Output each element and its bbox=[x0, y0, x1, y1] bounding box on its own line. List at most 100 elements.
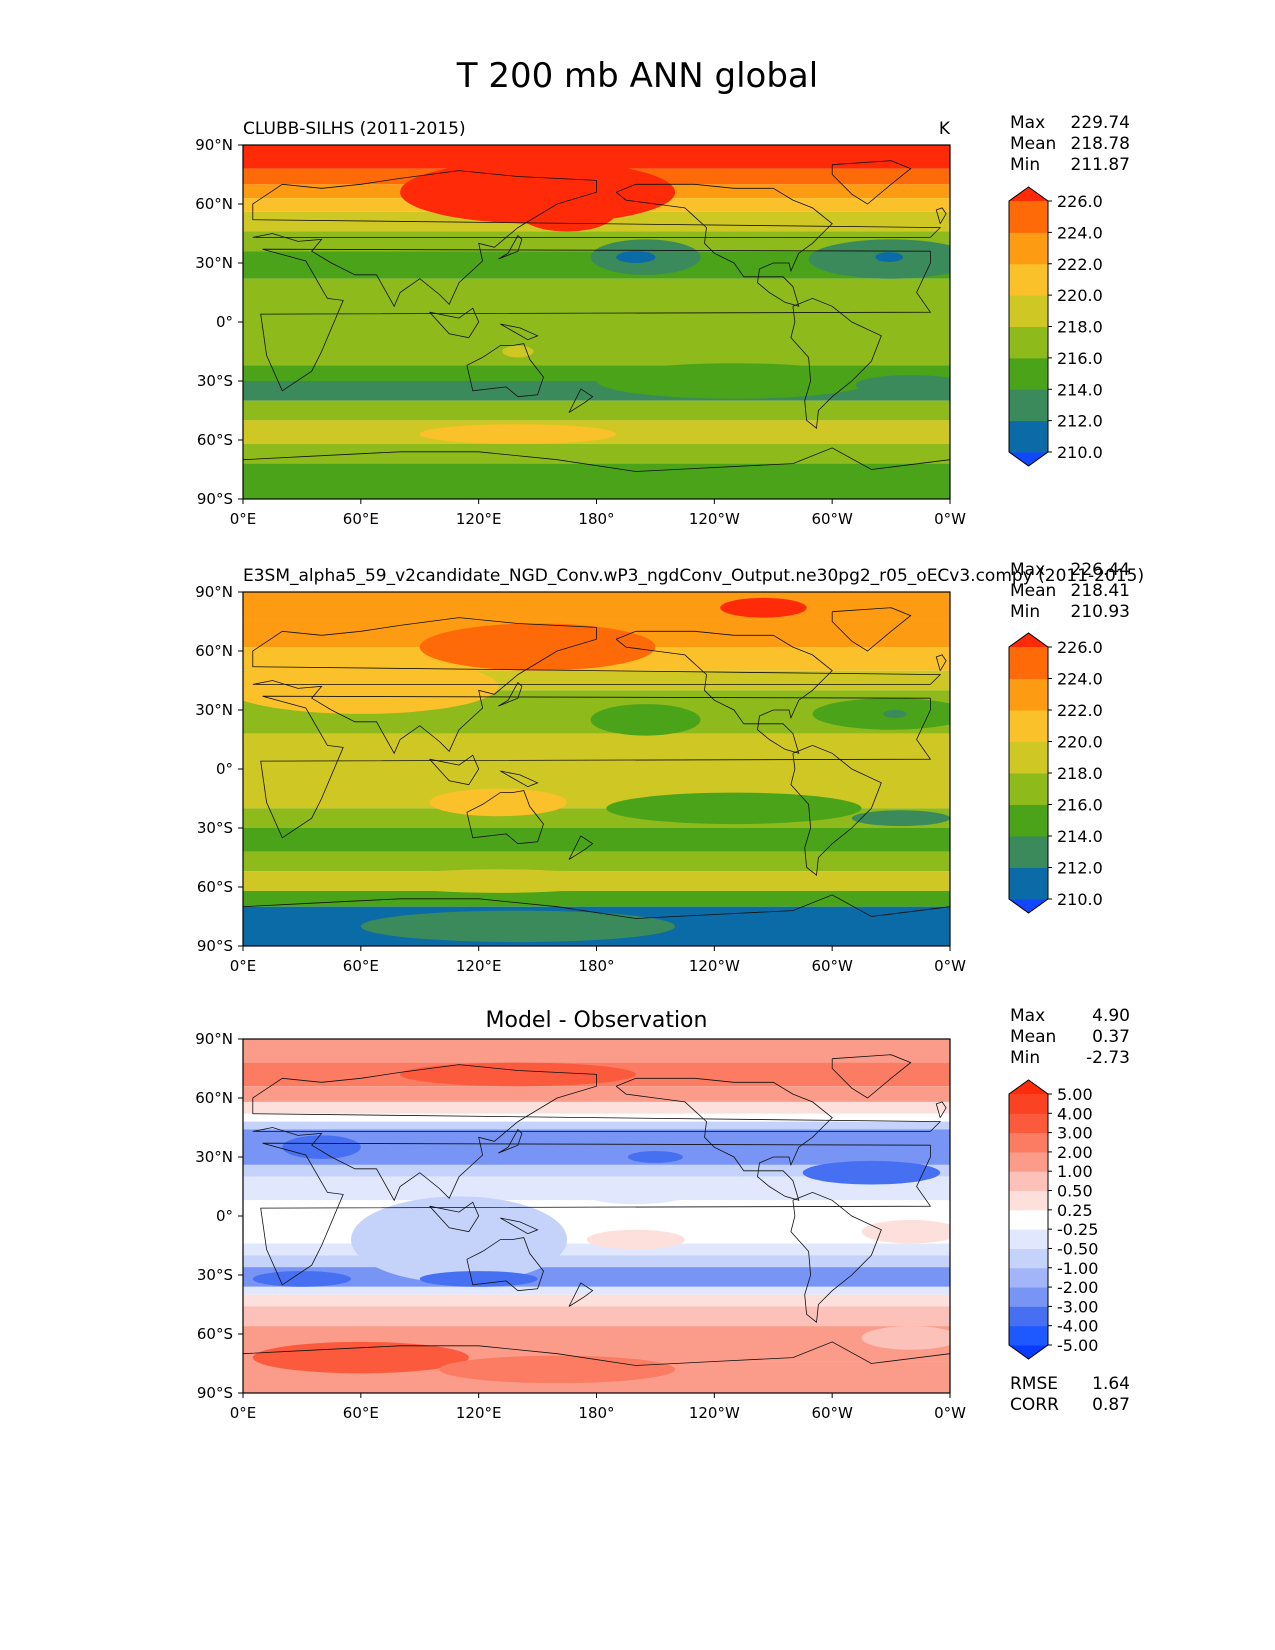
colorbar-label: 218.0 bbox=[1057, 318, 1103, 337]
colorbar-segment bbox=[1009, 647, 1048, 679]
stat-label: Mean bbox=[1010, 134, 1056, 154]
colorbar-extend-high bbox=[1009, 1080, 1048, 1094]
stat-value: 218.41 bbox=[1071, 581, 1130, 601]
coastline bbox=[831, 1054, 912, 1099]
coastline bbox=[498, 681, 523, 707]
x-tick-label: 60°W bbox=[811, 510, 853, 528]
stat-label: Max bbox=[1010, 560, 1045, 580]
y-tick-label: 90°S bbox=[197, 1384, 233, 1402]
contour-region bbox=[720, 597, 807, 618]
colorbar-segment bbox=[1009, 773, 1048, 805]
stat-value: 211.87 bbox=[1071, 155, 1130, 175]
coastline bbox=[935, 654, 947, 671]
map-panel-test: 0°E 60°E 120°E 180° 120°W 60°W 0°W 90°N 60°N 30°N… bbox=[195, 113, 1130, 528]
colorbar-label: 4.00 bbox=[1057, 1104, 1093, 1123]
colorbar-segment bbox=[1009, 741, 1048, 774]
contour-region bbox=[596, 363, 872, 399]
colorbar-label: 224.0 bbox=[1057, 670, 1103, 689]
stat-value: 0.37 bbox=[1092, 1027, 1130, 1047]
contour-band bbox=[243, 1306, 950, 1327]
contour-region bbox=[883, 710, 907, 718]
colorbar-segment bbox=[1009, 389, 1048, 422]
colorbar-label: 226.0 bbox=[1057, 192, 1103, 211]
colorbar-label: 226.0 bbox=[1057, 638, 1103, 657]
x-tick-label: 60°E bbox=[343, 510, 379, 528]
contour-region bbox=[851, 810, 950, 827]
contour-region bbox=[351, 1196, 568, 1283]
contour-region bbox=[252, 1271, 352, 1287]
y-tick-label: 0° bbox=[216, 313, 233, 331]
x-tick-label: 60°E bbox=[343, 957, 379, 975]
y-tick-label: 60°S bbox=[197, 431, 233, 449]
contour-region bbox=[606, 792, 862, 825]
colorbar-segment bbox=[1009, 867, 1048, 900]
colorbar-label: -0.25 bbox=[1057, 1220, 1098, 1239]
x-tick-label: 120°E bbox=[456, 957, 502, 975]
coastline bbox=[790, 297, 882, 429]
coastline bbox=[831, 607, 912, 652]
contour-band bbox=[243, 231, 950, 252]
coastline bbox=[466, 790, 544, 845]
colorbar-label: 214.0 bbox=[1057, 827, 1103, 846]
contour-region bbox=[380, 869, 617, 893]
contour-region bbox=[855, 375, 950, 395]
coastline bbox=[466, 343, 544, 398]
coastline bbox=[935, 1101, 947, 1118]
y-tick-label: 60°N bbox=[195, 642, 233, 660]
colorbar-segment bbox=[1009, 1132, 1048, 1153]
x-tick-label: 120°E bbox=[456, 1404, 502, 1422]
colorbar-label: 0.50 bbox=[1057, 1182, 1093, 1201]
x-tick-label: 0°E bbox=[230, 957, 257, 975]
y-tick-label: 60°S bbox=[197, 1325, 233, 1343]
coastline bbox=[243, 447, 950, 472]
contour-region bbox=[400, 1062, 636, 1087]
panel-title: E3SM_alpha5_59_v2candidate_NGD_Conv.wP3_… bbox=[243, 566, 1144, 586]
colorbar-label: -2.00 bbox=[1057, 1278, 1098, 1297]
y-tick-label: 30°N bbox=[195, 1148, 233, 1166]
y-tick-label: 90°N bbox=[195, 1030, 233, 1048]
colorbar-label: 224.0 bbox=[1057, 223, 1103, 242]
stat-value: -2.73 bbox=[1086, 1048, 1130, 1068]
x-tick-label: 0°E bbox=[230, 510, 257, 528]
coastline bbox=[568, 835, 594, 860]
stat-label: Mean bbox=[1010, 1027, 1056, 1047]
colorbar-label: 210.0 bbox=[1057, 443, 1103, 462]
colorbar-label: 216.0 bbox=[1057, 349, 1103, 368]
stat-label: Max bbox=[1010, 1006, 1045, 1026]
colorbar-segment bbox=[1009, 1306, 1048, 1327]
colorbar-extend-low bbox=[1009, 1345, 1048, 1359]
coastline bbox=[935, 207, 947, 224]
contour-region bbox=[517, 192, 617, 232]
colorbar-segment bbox=[1009, 678, 1048, 711]
map-panel-reference: 0°E 60°E 120°E 180° 120°W 60°W 0°W 90°N 60°N 30°N… bbox=[195, 560, 1144, 975]
colorbar-segment bbox=[1009, 1113, 1048, 1134]
colorbar-segment bbox=[1009, 1190, 1048, 1211]
x-tick-label: 0°W bbox=[934, 510, 966, 528]
contour-band bbox=[243, 1129, 950, 1165]
coastline bbox=[252, 170, 942, 308]
figure-title: T 200 mb ANN global bbox=[456, 56, 819, 96]
coastline bbox=[243, 894, 950, 919]
contour-region bbox=[580, 1180, 691, 1205]
y-tick-label: 60°N bbox=[195, 1089, 233, 1107]
y-tick-label: 60°N bbox=[195, 195, 233, 213]
contour-region bbox=[802, 1160, 941, 1185]
panel-title: CLUBB-SILHS (2011-2015) bbox=[243, 119, 466, 139]
contour-band bbox=[243, 828, 950, 852]
contour-region bbox=[243, 658, 499, 714]
coastline bbox=[831, 160, 912, 205]
y-tick-label: 0° bbox=[216, 1207, 233, 1225]
colorbar-label: 2.00 bbox=[1057, 1143, 1093, 1162]
panel-title: Model - Observation bbox=[486, 1008, 708, 1033]
colorbar-label: 222.0 bbox=[1057, 701, 1103, 720]
stat-value: 229.74 bbox=[1071, 113, 1130, 133]
contour-region bbox=[616, 251, 656, 263]
colorbar-label: 220.0 bbox=[1057, 286, 1103, 305]
coastline bbox=[615, 630, 833, 754]
colorbar-extend-high bbox=[1009, 633, 1048, 647]
coastline bbox=[429, 754, 480, 786]
contour-region bbox=[871, 763, 950, 787]
x-tick-label: 60°W bbox=[811, 1404, 853, 1422]
colorbar-label: 3.00 bbox=[1057, 1124, 1093, 1143]
coastline bbox=[498, 234, 523, 260]
